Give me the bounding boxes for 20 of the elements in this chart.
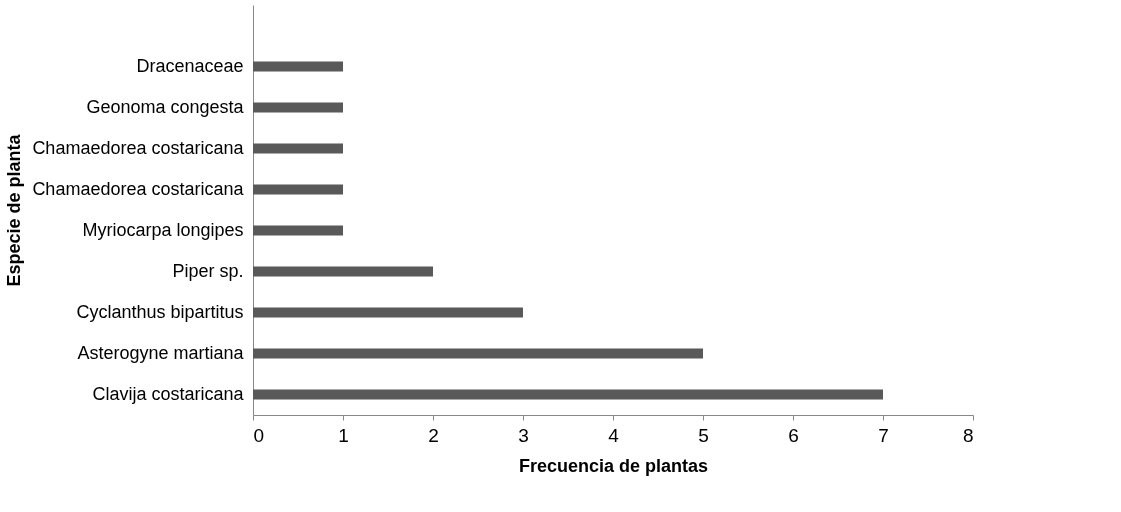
y-tick-label: Piper sp. (172, 260, 244, 281)
x-tick-label: 4 (608, 424, 620, 446)
x-tick-label: 6 (788, 424, 799, 446)
x-axis-title: Frecuencia de plantas (518, 455, 709, 476)
y-tick-label: Geonoma congesta (86, 96, 245, 117)
x-tick-label: 0 (253, 424, 265, 446)
y-tick-label: Clavija costaricana (92, 383, 245, 404)
x-tick-label: 5 (698, 424, 709, 446)
y-tick-label: Dracenaceae (136, 55, 244, 76)
y-axis-title: Especie de planta (3, 133, 24, 287)
x-tick-label: 1 (338, 424, 349, 446)
x-tick-label: 7 (878, 424, 889, 446)
y-tick-label: Chamaedorea costaricana (32, 178, 245, 199)
y-tick-label: Cyclanthus bipartitus (76, 301, 244, 322)
x-tick-label: 2 (428, 424, 439, 446)
x-tick-label: 3 (518, 424, 529, 446)
y-tick-label: Chamaedorea costaricana (32, 137, 245, 158)
y-tick-label: Myriocarpa longipes (82, 219, 244, 240)
y-tick-label: Asterogyne martiana (77, 342, 245, 363)
x-tick-label: 8 (962, 424, 974, 446)
